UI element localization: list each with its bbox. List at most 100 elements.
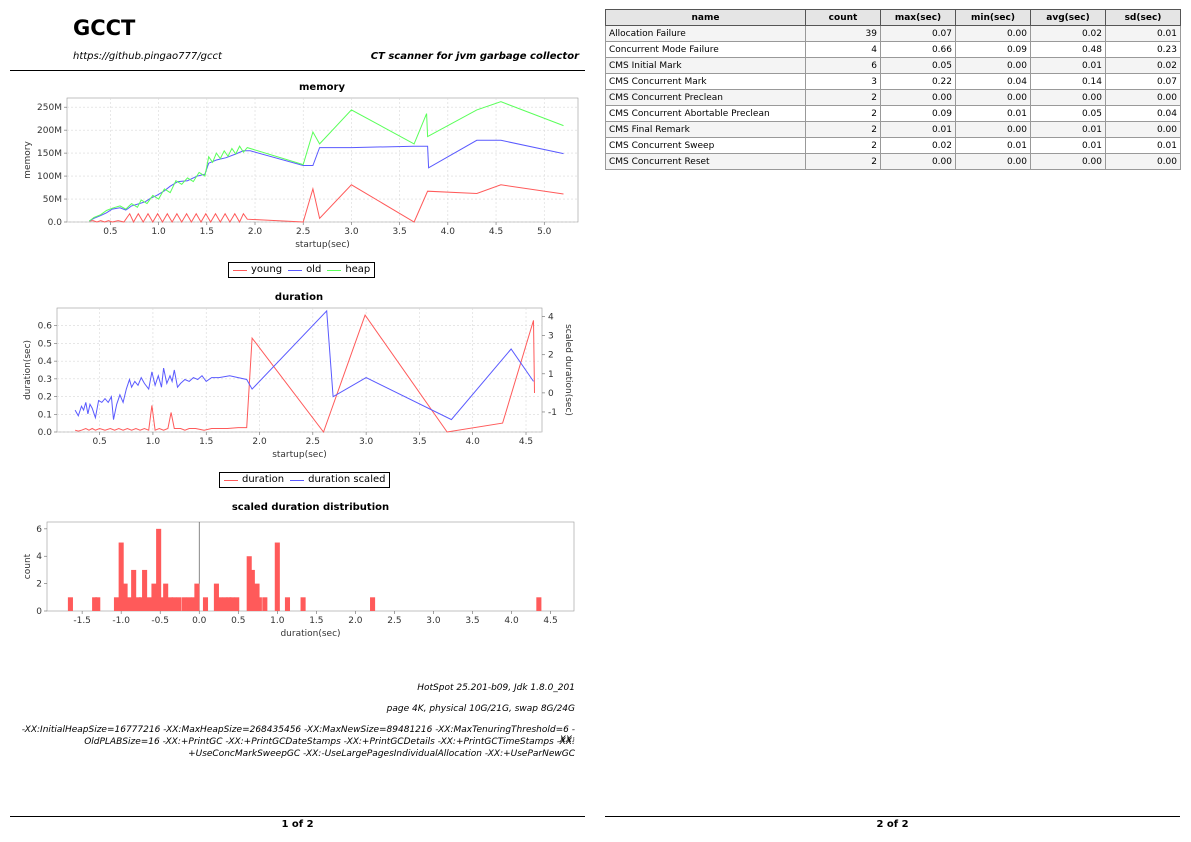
duration-chart-title: duration <box>274 292 324 303</box>
table-row: Concurrent Mode Failure 4 0.66 0.09 0.48 0.23 <box>605 41 1181 58</box>
x-tick-label: 3.5 <box>465 616 479 626</box>
table-row: CMS Concurrent Mark 3 0.22 0.04 0.14 0.07 <box>605 73 1181 90</box>
x-tick-label: 2.5 <box>296 227 310 237</box>
x-tick-label: 0.0 <box>192 616 207 626</box>
table-cell-value: 0.00 <box>955 121 1031 138</box>
column-header-sd: sd(sec) <box>1105 9 1181 26</box>
memory-info: page 4K, physical 10G/21G, swap 8G/24G <box>386 704 575 714</box>
histogram-bar <box>95 597 101 611</box>
table-cell-value: 0.01 <box>880 121 956 138</box>
table-cell-value: 0.04 <box>955 73 1031 90</box>
app-title: GCCT <box>73 16 136 40</box>
table-cell-value: 3 <box>805 73 881 90</box>
x-tick-label: 1.0 <box>270 616 285 626</box>
page-number-1: 1 of 2 <box>281 819 314 830</box>
x-tick-label: 3.0 <box>344 227 359 237</box>
histogram-bar <box>284 597 291 611</box>
table-cell-value: 0.09 <box>880 105 956 122</box>
y-tick-label: 0.5 <box>38 339 52 349</box>
histogram-bar <box>249 569 255 611</box>
y-tick-label: 0.3 <box>38 375 52 385</box>
legend-item-duration: duration <box>224 473 284 487</box>
jvm-flags-line-3: +UseConcMarkSweepGC -XX:-UseLargePagesIn… <box>188 749 575 759</box>
table-cell-value: 0.07 <box>1105 73 1181 90</box>
table-cell-value: 0.01 <box>1030 57 1106 74</box>
x-tick-label: 2.0 <box>348 616 363 626</box>
table-cell-value: 2 <box>805 153 881 170</box>
y-tick-label: 0.0 <box>48 218 63 228</box>
table-cell-name: CMS Concurrent Reset <box>605 153 806 170</box>
x-tick-label: 0.5 <box>92 437 106 447</box>
table-cell-value: 0.48 <box>1030 41 1106 58</box>
table-row: CMS Initial Mark 6 0.05 0.00 0.01 0.02 <box>605 57 1181 74</box>
table-cell-value: 0.00 <box>1105 153 1181 170</box>
project-url: https://github.pingao777/gcct <box>73 51 222 62</box>
x-tick-label: -1.0 <box>112 616 130 626</box>
table-cell-value: 0.04 <box>1105 105 1181 122</box>
x-tick-label: 2.0 <box>252 437 267 447</box>
table-cell-value: 0.02 <box>1030 25 1106 42</box>
histogram-bar <box>92 597 98 611</box>
table-cell-value: 0.01 <box>1030 121 1106 138</box>
table-cell-value: 2 <box>805 89 881 106</box>
table-cell-value: 0.00 <box>880 153 956 170</box>
x-tick-label: 3.0 <box>359 437 374 447</box>
column-header-min: min(sec) <box>955 9 1031 26</box>
x-tick-label: -1.5 <box>73 616 91 626</box>
histogram-bar <box>213 583 219 611</box>
histogram-bar <box>186 597 192 611</box>
table-cell-value: 0.00 <box>955 89 1031 106</box>
table-cell-name: CMS Concurrent Preclean <box>605 89 806 106</box>
histogram-bar <box>122 583 128 611</box>
histogram-bar <box>156 528 162 611</box>
column-header-count: count <box>805 9 881 26</box>
y-tick-label: 0.6 <box>38 322 53 332</box>
y-tick-label: 200M <box>37 126 62 136</box>
histogram-bar <box>181 597 187 611</box>
histogram-bar <box>226 597 232 611</box>
table-cell-value: 0.00 <box>955 57 1031 74</box>
table-row: Allocation Failure 39 0.07 0.00 0.02 0.01 <box>605 25 1181 42</box>
table-cell-value: 0.00 <box>1105 121 1181 138</box>
footer-divider-page-1 <box>10 816 585 817</box>
table-row: CMS Concurrent Preclean 2 0.00 0.00 0.00 0.00 <box>605 89 1181 106</box>
x-tick-label: 2.0 <box>248 227 263 237</box>
page-number-2: 2 of 2 <box>876 819 909 830</box>
histogram-bar <box>370 597 376 611</box>
histogram-bar <box>113 597 120 611</box>
y-axis-label: duration(sec) <box>23 340 33 400</box>
y-tick-label: 0.4 <box>38 357 53 367</box>
histogram-bar <box>176 597 182 611</box>
table-cell-value: 4 <box>805 41 881 58</box>
legend-item-young: young <box>233 263 282 277</box>
table-cell-value: 0.00 <box>955 25 1031 42</box>
x-axis-label: startup(sec) <box>272 450 327 460</box>
histogram-bar <box>202 597 209 611</box>
y2-tick-label: 2 <box>548 351 554 361</box>
histogram-bar <box>167 597 173 611</box>
table-cell-value: 0.00 <box>1030 153 1106 170</box>
x-tick-label: 0.5 <box>231 616 245 626</box>
table-cell-value: 0.00 <box>880 89 956 106</box>
x-tick-label: 4.0 <box>504 616 519 626</box>
table-cell-value: 6 <box>805 57 881 74</box>
table-cell-value: 0.05 <box>880 57 956 74</box>
table-cell-value: 0.01 <box>1105 137 1181 154</box>
x-tick-label: 4.5 <box>489 227 503 237</box>
series-line-duration <box>74 314 535 434</box>
memory-legend: young old heap <box>228 262 376 278</box>
y2-tick-label: 3 <box>548 332 554 342</box>
table-cell-value: 0.01 <box>1105 25 1181 42</box>
y2-tick-label: 1 <box>548 370 554 380</box>
table-cell-name: CMS Initial Mark <box>605 57 806 74</box>
y2-axis-label: scaled duration(sec) <box>563 324 573 416</box>
series-line-heap <box>88 101 564 222</box>
table-header-row: name count max(sec) min(sec) avg(sec) sd… <box>605 9 1181 26</box>
x-tick-label: 3.5 <box>412 437 426 447</box>
histogram-bar <box>222 597 228 611</box>
x-tick-label: 3.5 <box>392 227 406 237</box>
table-cell-value: 39 <box>805 25 881 42</box>
table-cell-value: 0.09 <box>955 41 1031 58</box>
legend-item-heap: heap <box>327 263 370 277</box>
